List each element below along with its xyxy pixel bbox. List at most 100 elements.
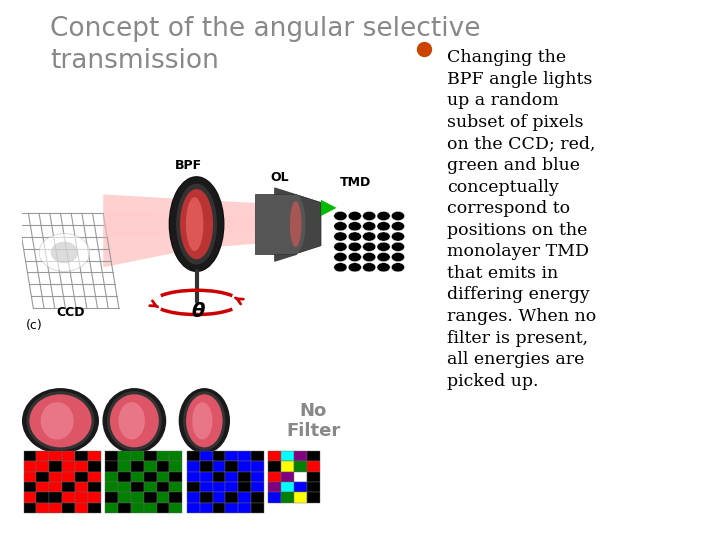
Bar [24, 461, 37, 472]
Bar [24, 451, 37, 461]
Text: TMD: TMD [341, 176, 372, 190]
Bar [169, 492, 182, 503]
Bar [37, 461, 49, 472]
Bar [156, 482, 169, 492]
Bar [62, 451, 75, 461]
Text: OL: OL [271, 171, 289, 184]
Bar [105, 482, 118, 492]
Bar [144, 472, 156, 482]
Circle shape [363, 221, 376, 231]
Bar [24, 472, 37, 482]
Circle shape [363, 252, 376, 261]
Bar [156, 451, 169, 461]
Bar [156, 472, 169, 482]
Bar [269, 451, 282, 461]
Bar [144, 451, 156, 461]
Bar [169, 482, 182, 492]
Text: (c): (c) [25, 319, 42, 333]
Bar [199, 461, 212, 472]
Bar [144, 482, 156, 492]
Bar [251, 451, 264, 461]
Bar [269, 472, 282, 482]
Circle shape [363, 262, 376, 272]
Bar [187, 482, 199, 492]
Bar [118, 492, 131, 503]
Bar [118, 451, 131, 461]
Bar [199, 492, 212, 503]
Ellipse shape [186, 394, 222, 447]
Bar [75, 482, 88, 492]
Ellipse shape [50, 241, 78, 263]
Bar [187, 451, 199, 461]
Bar [75, 472, 88, 482]
Bar [199, 482, 212, 492]
Circle shape [363, 212, 376, 220]
Bar [49, 451, 62, 461]
Ellipse shape [186, 197, 203, 251]
Bar [37, 482, 49, 492]
Bar [225, 472, 238, 482]
Bar [156, 461, 169, 472]
Bar [238, 482, 251, 492]
Circle shape [348, 212, 361, 220]
Ellipse shape [107, 391, 162, 450]
Bar [238, 451, 251, 461]
Circle shape [392, 221, 405, 231]
Bar [307, 482, 320, 492]
Bar [212, 482, 225, 492]
Bar [294, 461, 307, 472]
Bar [187, 461, 199, 472]
Bar [282, 482, 294, 492]
Bar [169, 503, 182, 513]
Bar [88, 503, 101, 513]
Circle shape [334, 252, 347, 261]
Bar [199, 472, 212, 482]
Bar [269, 492, 282, 503]
Text: CCD: CCD [57, 306, 85, 319]
Circle shape [334, 242, 347, 251]
Bar [238, 461, 251, 472]
Circle shape [348, 221, 361, 231]
Text: θ: θ [192, 302, 205, 321]
Circle shape [392, 262, 405, 272]
Bar [251, 461, 264, 472]
Text: No
Filter: No Filter [286, 402, 341, 440]
Bar [307, 492, 320, 503]
Bar [225, 461, 238, 472]
Bar [269, 461, 282, 472]
Ellipse shape [290, 201, 302, 247]
Bar [282, 451, 294, 461]
Bar [212, 451, 225, 461]
Bar [282, 472, 294, 482]
Bar [88, 461, 101, 472]
Bar [294, 482, 307, 492]
Bar [131, 461, 144, 472]
Bar [75, 451, 88, 461]
Bar [144, 492, 156, 503]
Circle shape [348, 232, 361, 241]
Circle shape [334, 212, 347, 220]
Circle shape [348, 252, 361, 261]
Bar [37, 503, 49, 513]
Bar [88, 451, 101, 461]
FancyBboxPatch shape [255, 194, 296, 254]
Bar [131, 492, 144, 503]
Polygon shape [321, 200, 336, 216]
Bar [118, 482, 131, 492]
Circle shape [392, 252, 405, 261]
Bar [199, 451, 212, 461]
Bar [187, 503, 199, 513]
Bar [24, 503, 37, 513]
Circle shape [377, 242, 390, 251]
Bar [49, 503, 62, 513]
Bar [37, 472, 49, 482]
Ellipse shape [30, 394, 91, 447]
Bar [225, 482, 238, 492]
Bar [118, 503, 131, 513]
Bar [118, 461, 131, 472]
Bar [212, 472, 225, 482]
Bar [307, 451, 320, 461]
Bar [49, 461, 62, 472]
Ellipse shape [180, 189, 213, 259]
Bar [37, 492, 49, 503]
